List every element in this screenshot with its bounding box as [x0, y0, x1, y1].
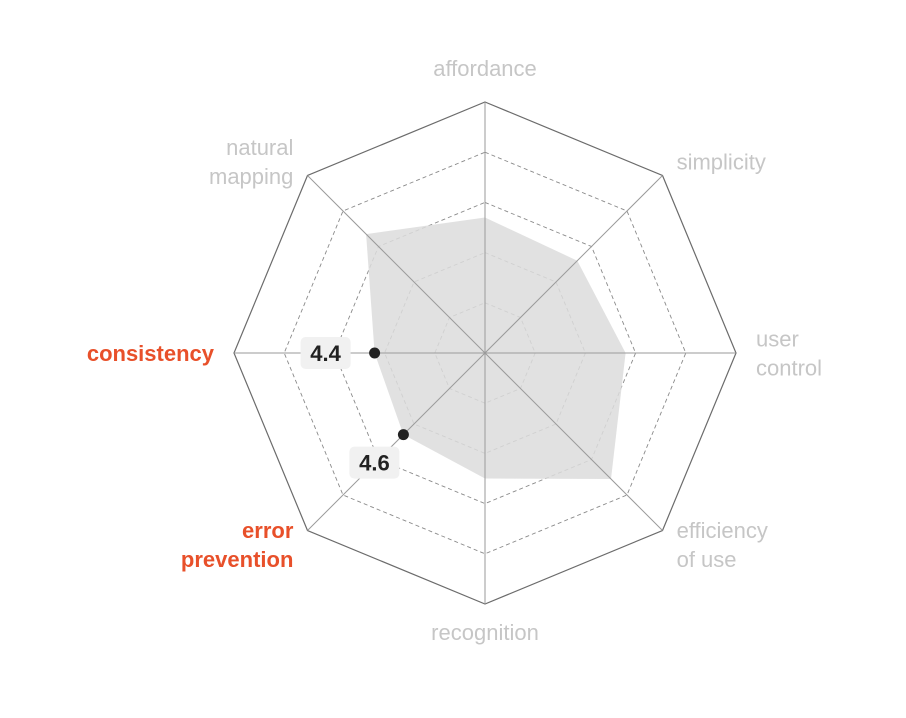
spoke-efficiency-of-use: [484, 352, 663, 531]
point-consistency: [369, 347, 381, 359]
axis-label-affordance: affordance: [433, 56, 537, 81]
axis-label-line: affordance: [433, 56, 537, 81]
spoke-simplicity: [484, 175, 663, 354]
axis-label-line: control: [756, 356, 822, 381]
axis-label-line: simplicity: [677, 149, 766, 174]
axis-labels: affordance simplicity user control efficienc…: [87, 56, 822, 645]
axis-label-efficiency-of-use: efficiency of use: [677, 518, 768, 572]
value-label-consistency: 4.4: [310, 341, 341, 366]
axis-label-recognition: recognition: [431, 620, 539, 645]
axis-label-line: recognition: [431, 620, 539, 645]
radar-spokes: [234, 102, 736, 604]
axis-label-line: efficiency: [677, 518, 768, 543]
grid-ring-4: [283, 151, 687, 555]
axis-label-error-prevention: error prevention: [181, 518, 294, 572]
value-label-error-prevention: 4.6: [359, 451, 390, 476]
axis-label-line: consistency: [87, 341, 215, 366]
value-label-box-consistency: [300, 337, 351, 369]
axis-label-line: error: [242, 518, 294, 543]
axis-label-natural-mapping: natural mapping: [209, 135, 293, 189]
value-label-box-error-prevention: [349, 446, 400, 479]
axis-label-line: mapping: [209, 164, 293, 189]
axis-label-line: natural: [226, 135, 293, 160]
axis-label-user-control: user control: [756, 327, 822, 381]
point-error-prevention: [397, 429, 409, 441]
value-markers: 4.4 4.6: [300, 337, 409, 479]
spoke-natural-mapping: [307, 175, 486, 354]
radar-area-layer: [366, 217, 626, 479]
axis-label-line: user: [756, 327, 799, 352]
data-area: [366, 217, 626, 479]
axis-label-simplicity: simplicity: [677, 149, 766, 174]
axis-label-consistency: consistency: [87, 341, 215, 366]
axis-label-line: prevention: [181, 547, 293, 572]
axis-label-line: of use: [677, 547, 737, 572]
spoke-error-prevention: [307, 352, 486, 531]
